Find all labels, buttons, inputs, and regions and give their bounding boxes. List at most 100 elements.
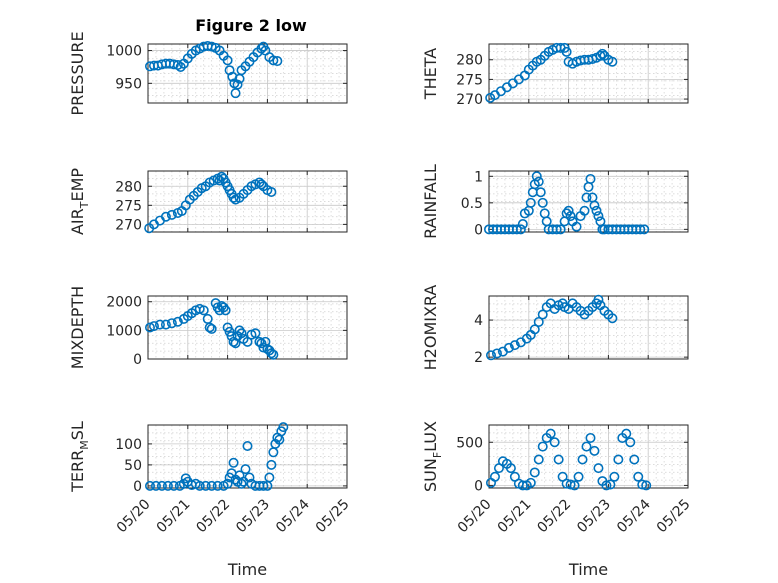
series-points [483,171,650,235]
y-axis-label: SUNFLUX [421,421,444,492]
panel-sun-flux: 0 500 05/20 05/21 05/22 05/23 05/24 05/25 Time SU… [421,421,694,579]
y-axis-label: MIXDEPTH [68,286,87,369]
y-tick-label: 1000 [106,44,142,60]
data-point [272,56,283,67]
data-point [607,313,618,324]
y-tick-label: 280 [456,53,483,69]
data-point [166,209,177,220]
y-tick-label: 270 [456,92,483,108]
data-point [529,467,540,478]
data-point [633,471,644,482]
series-points [144,171,277,234]
data-point [595,50,606,61]
data-point [561,46,572,57]
data-point [144,480,155,491]
data-point [228,192,239,203]
major-grid [489,296,688,359]
y-tick-label: 950 [115,76,142,92]
axes-frame [488,43,689,104]
panel-terrain-msl: 0 50 100 05/20 05/21 05/22 05/23 05/24 05/25 Time… [68,421,353,579]
y-tick-label: 500 [456,435,483,451]
data-point [605,479,616,490]
y-tick-label: 0.5 [461,196,483,212]
data-point [533,454,544,465]
x-tick-label: 05/22 [534,496,574,536]
data-point [244,472,255,483]
data-point [511,224,522,235]
data-point [593,463,604,474]
y-label-tail: SL [68,421,87,440]
series-points [144,40,283,99]
data-point [585,173,596,184]
y-tick-label: 1000 [106,323,142,339]
data-point [593,294,604,305]
data-point [154,319,165,330]
data-point [227,71,238,82]
minor-grid [148,171,347,232]
data-point [160,319,171,330]
y-label-main: THETA [421,48,440,100]
axes-frame [488,170,689,233]
data-point [571,221,582,232]
data-point [258,480,269,491]
series-points [144,298,279,360]
data-point [565,211,576,222]
y-tick-label: 280 [115,179,142,195]
panel-h2o-mixing-ratio: 2 4 H2OMIXRA [421,285,689,370]
y-tick-label: 275 [115,198,142,214]
y-label-main: MIXDEPTH [68,286,87,369]
data-point [597,48,608,59]
data-point [585,432,596,443]
data-point [591,205,602,216]
y-axis-label: PRESSURE [68,31,87,115]
data-point [577,454,588,465]
data-point [533,176,544,187]
data-point [569,480,580,491]
y-tick-label: 4 [474,313,483,329]
data-point [563,205,574,216]
y-tick-label: 2000 [106,295,142,311]
y-label-main: PRESSURE [68,31,87,115]
data-point [256,179,267,190]
data-point [268,349,279,360]
y-label-main: TERR [68,450,87,493]
panel-air-temp: 270 275 280 AIRTEMP [68,168,348,235]
x-tick-label: 05/21 [495,496,535,536]
data-point [206,480,217,491]
y-axis-label: TERRMSL [68,421,91,493]
data-point [515,224,526,235]
data-point [593,211,604,222]
data-point [489,471,500,482]
data-point [202,313,213,324]
y-label-main: SUN [421,458,440,492]
data-point [621,428,632,439]
y-tick-label: 100 [115,437,142,453]
data-point [531,171,542,182]
x-tick-label: 05/25 [313,496,353,536]
data-point [168,480,179,491]
y-tick-label: 0 [474,478,483,494]
y-label-subscript: T [78,201,91,209]
data-point [503,342,514,353]
data-point [581,441,592,452]
data-point [533,316,544,327]
y-tick-label: 0 [133,479,142,495]
minor-grid [148,296,347,359]
y-tick-label: 275 [456,72,483,88]
data-point [236,478,247,489]
x-axis-label: Time [227,560,267,579]
data-point [228,457,239,468]
data-point [266,459,277,470]
y-tick-label: 50 [124,458,142,474]
data-point [509,340,520,351]
data-point [268,447,279,458]
data-point [200,480,211,491]
data-point [236,328,247,339]
data-point [525,197,536,208]
axes-frame [488,424,689,489]
data-point [212,480,223,491]
data-point [537,309,548,320]
x-tick-label: 05/25 [654,496,694,536]
data-point [148,321,159,332]
y-label-main: RAINFALL [421,164,440,239]
